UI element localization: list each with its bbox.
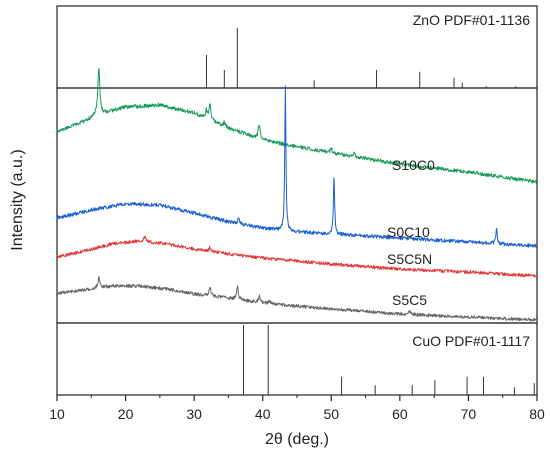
series-label-s10c0: S10C0 — [392, 157, 435, 173]
x-tick-label-10: 10 — [49, 406, 65, 422]
top-panel-label: ZnO PDF#01-1136 — [413, 12, 530, 28]
series-label-s0c10: S0C10 — [387, 224, 430, 240]
x-tick-label-60: 60 — [392, 406, 408, 422]
x-tick-label-30: 30 — [186, 406, 202, 422]
y-axis-title: Intensity (a.u.) — [9, 149, 26, 250]
series-line-s5c5 — [56, 275, 537, 322]
x-tick-label-50: 50 — [323, 406, 339, 422]
series-line-s5c5n — [56, 235, 538, 278]
x-tick-label-20: 20 — [118, 406, 134, 422]
x-axis-title: 2θ (deg.) — [265, 431, 329, 448]
x-tick-label-40: 40 — [255, 406, 271, 422]
series-label-s5c5: S5C5 — [392, 292, 427, 308]
x-axis: 10 20 30 40 50 60 70 80 — [49, 395, 545, 422]
zno-reference-sticks — [205, 28, 517, 88]
xrd-patterns — [56, 68, 538, 322]
x-tick-label-80: 80 — [529, 406, 545, 422]
x-tick-label-70: 70 — [461, 406, 477, 422]
cuo-reference-sticks — [243, 325, 535, 395]
series-line-s10c0 — [56, 68, 538, 185]
series-line-s0c10 — [56, 85, 538, 248]
bottom-panel-label: CuO PDF#01-1117 — [412, 333, 530, 349]
series-label-s5c5n: S5C5N — [387, 251, 432, 267]
